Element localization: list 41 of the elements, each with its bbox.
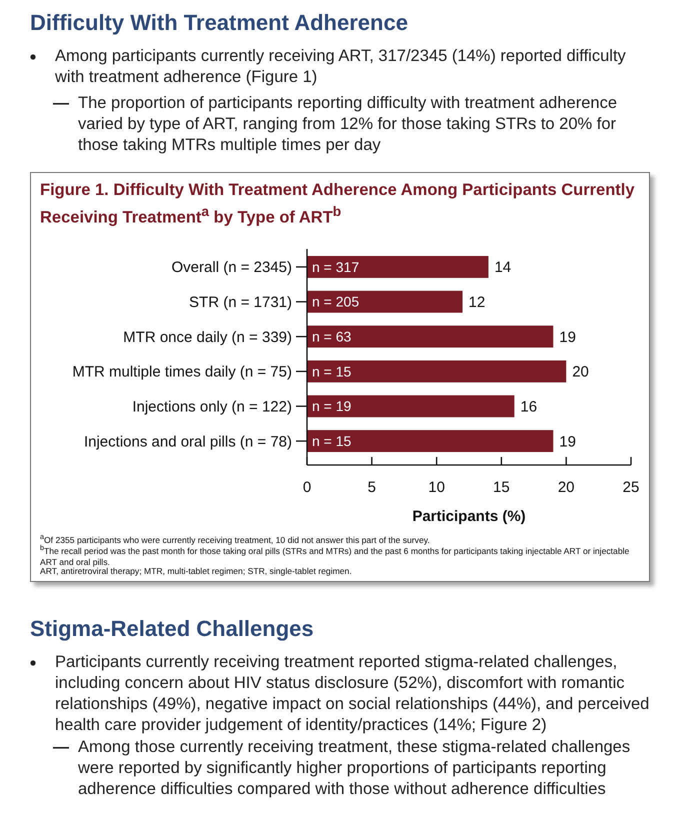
annotation: n = 205 (312, 294, 360, 310)
chart-title: Figure 1. Difficulty With Treatment Adherence Among Participants Currently Receiving Treatment$^{a}$ by Type of ART$^{b}$ (40, 180, 636, 228)
y-tick-label: MTR multiple times daily (n = 75) (72, 364, 292, 381)
annotation: n = 15 (312, 363, 352, 380)
x-tick-label: 20 (558, 479, 575, 496)
annotation: n = 15 (312, 432, 352, 449)
text: Stigma-Related Challenges (30, 616, 315, 642)
text: ART, antiretroviral therapy; MTR, multi-tablet regimen; STR, single-tablet regimen. (40, 566, 353, 577)
y-tick-label: Injections only (n = 122) (132, 398, 292, 416)
data-label: 20 (572, 364, 589, 381)
bar (307, 326, 554, 348)
text: The proportion of participants reporting difficulty with treatment adherence varied by type of ART, ranging from 12% for those taking STRs to 20% for those taking MTRs multiple times per day (78, 93, 618, 156)
x-axis-title: Participants (%) (412, 508, 526, 525)
data-label: 19 (559, 328, 576, 346)
annotation: n = 317 (312, 258, 360, 275)
bar (307, 290, 463, 313)
bar (307, 395, 514, 418)
y-tick-label: Injections and oral pills (n = 78) (84, 433, 292, 450)
y-tick-label: STR (n = 1731) (189, 294, 292, 312)
x-tick-label: 5 (368, 479, 376, 496)
annotation: n = 19 (312, 398, 352, 414)
data-label: 12 (468, 294, 486, 312)
text: Difficulty With Treatment Adherence (30, 10, 409, 36)
data-label: 16 (520, 398, 538, 416)
text: $^{a}$Of 2355 participants who were currently receiving treatment, 10 did not answer this part of the survey. (40, 532, 431, 545)
bar (307, 360, 566, 382)
bar (307, 430, 554, 452)
annotation: n = 63 (312, 328, 352, 344)
text: $^{b}$The recall period was the past month for those taking oral pills (STRs and MTRs) and the past 6 months for participants taking injectable ART or injectable ART and oral pills. (40, 544, 630, 568)
y-tick-label: MTR once daily (n = 339) (123, 328, 292, 346)
data-label: 14 (494, 259, 512, 276)
x-tick-label: 10 (428, 479, 445, 496)
x-tick-label: 25 (622, 479, 640, 496)
x-tick-label: 0 (302, 479, 312, 496)
text: Among participants currently receiving ART, 317/2345 (14%) reported difficulty with treatment adherence (Figure 1) (55, 46, 627, 88)
text: Participants currently receiving treatment reported stigma-related challenges, including concern about HIV status disclosure (52%), discomfort with romantic relationships (49%), negative impact on social relationships (44%), and perceived health care provider judgement of identity/practices (14%; Figure 2) (55, 652, 650, 736)
x-tick-label: 15 (493, 479, 510, 496)
y-tick-label: Overall (n = 2345) (172, 259, 292, 276)
data-label: 19 (559, 433, 576, 450)
text: Among those currently receiving treatment, these stigma-related challenges were reported by significantly higher proportions of participants reporting adherence difficulties compared with those without adherence difficulties (78, 737, 632, 800)
bar (307, 256, 488, 278)
